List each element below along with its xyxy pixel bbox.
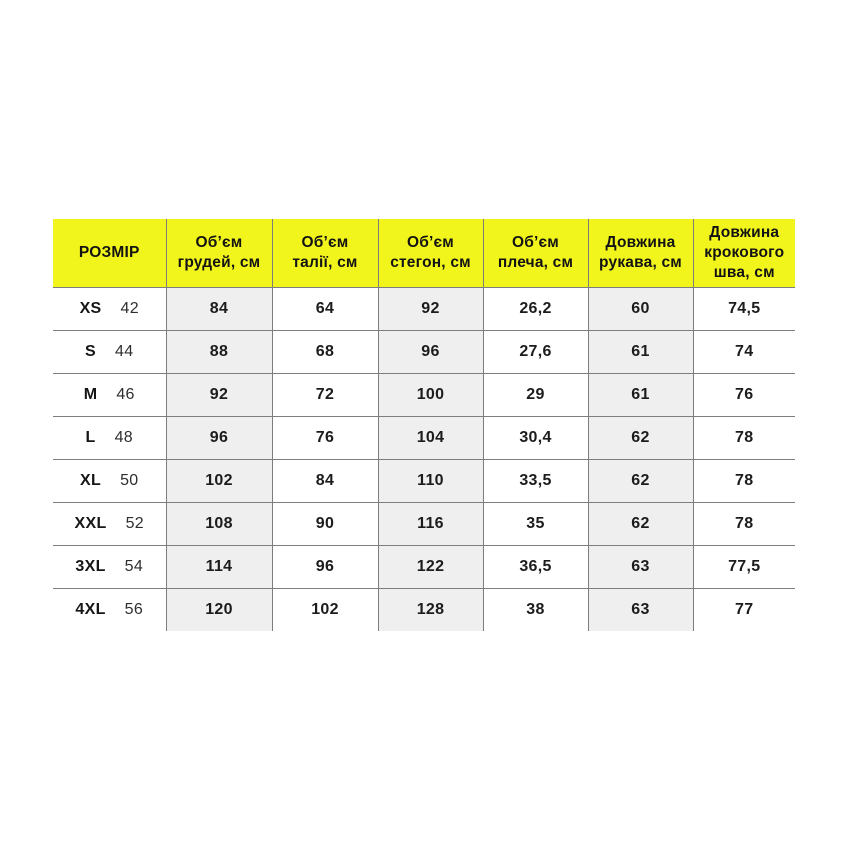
measurement-cell: 76 (271, 415, 379, 460)
column-header-shoulder: Об’єм плеча, см (482, 218, 589, 288)
measurement-cell: 61 (587, 372, 694, 417)
measurement-cell: 88 (165, 329, 273, 374)
measurement-cell: 33,5 (482, 458, 589, 503)
table-row: XXL 52 108 90 116 35 62 78 (52, 501, 796, 546)
size-label: XL (80, 471, 102, 489)
column-header-size: РОЗМІР (52, 218, 167, 288)
measurement-cell: 78 (692, 415, 796, 460)
size-label: L (85, 428, 96, 446)
column-header-inseam: Довжина крокового шва, см (692, 218, 796, 288)
table-row: XL 50 102 84 110 33,5 62 78 (52, 458, 796, 503)
size-number: 56 (124, 600, 144, 618)
measurement-cell: 116 (377, 501, 484, 546)
measurement-cell: 96 (165, 415, 273, 460)
measurement-cell: 92 (377, 286, 484, 331)
size-label: S (85, 342, 97, 360)
table-row: L 48 96 76 104 30,4 62 78 (52, 415, 796, 460)
measurement-cell: 110 (377, 458, 484, 503)
size-chart-container: РОЗМІР Об’єм грудей, см Об’єм талії, см … (52, 218, 796, 632)
measurement-cell: 78 (692, 458, 796, 503)
measurement-cell: 62 (587, 501, 694, 546)
measurement-cell: 90 (271, 501, 379, 546)
column-header-chest: Об’єм грудей, см (165, 218, 273, 288)
size-number: 48 (114, 428, 133, 446)
measurement-cell: 62 (587, 415, 694, 460)
column-header-waist: Об’єм талії, см (271, 218, 379, 288)
size-cell: XS 42 (52, 286, 167, 331)
measurement-cell: 92 (165, 372, 273, 417)
measurement-cell: 60 (587, 286, 694, 331)
measurement-cell: 102 (271, 587, 379, 632)
size-label: 4XL (75, 600, 106, 618)
size-label: XS (79, 299, 102, 317)
table-row: M 46 92 72 100 29 61 76 (52, 372, 796, 417)
measurement-cell: 74 (692, 329, 796, 374)
table-row: S 44 88 68 96 27,6 61 74 (52, 329, 796, 374)
measurement-cell: 108 (165, 501, 273, 546)
column-header-hips: Об’єм стегон, см (377, 218, 484, 288)
measurement-cell: 77,5 (692, 544, 796, 589)
size-number: 42 (120, 299, 139, 317)
measurement-cell: 30,4 (482, 415, 589, 460)
measurement-cell: 36,5 (482, 544, 589, 589)
measurement-cell: 104 (377, 415, 484, 460)
measurement-cell: 100 (377, 372, 484, 417)
measurement-cell: 68 (271, 329, 379, 374)
size-cell: 3XL 54 (52, 544, 167, 589)
measurement-cell: 27,6 (482, 329, 589, 374)
size-cell: XXL 52 (52, 501, 167, 546)
measurement-cell: 63 (587, 587, 694, 632)
measurement-cell: 72 (271, 372, 379, 417)
size-label: M (83, 385, 98, 403)
measurement-cell: 96 (377, 329, 484, 374)
table-row: 3XL 54 114 96 122 36,5 63 77,5 (52, 544, 796, 589)
measurement-cell: 64 (271, 286, 379, 331)
size-number: 46 (116, 385, 135, 403)
size-number: 54 (124, 557, 144, 575)
measurement-cell: 96 (271, 544, 379, 589)
measurement-cell: 26,2 (482, 286, 589, 331)
measurement-cell: 122 (377, 544, 484, 589)
measurement-cell: 77 (692, 587, 796, 632)
measurement-cell: 84 (271, 458, 379, 503)
measurement-cell: 29 (482, 372, 589, 417)
measurement-cell: 61 (587, 329, 694, 374)
table-header: РОЗМІР Об’єм грудей, см Об’єм талії, см … (52, 218, 796, 288)
size-cell: 4XL 56 (52, 587, 167, 632)
size-number: 52 (125, 514, 144, 532)
size-cell: XL 50 (52, 458, 167, 503)
measurement-cell: 38 (482, 587, 589, 632)
measurement-cell: 78 (692, 501, 796, 546)
measurement-cell: 84 (165, 286, 273, 331)
size-cell: L 48 (52, 415, 167, 460)
size-label: 3XL (75, 557, 106, 575)
size-cell: S 44 (52, 329, 167, 374)
measurement-cell: 128 (377, 587, 484, 632)
table-row: XS 42 84 64 92 26,2 60 74,5 (52, 286, 796, 331)
size-number: 50 (120, 471, 139, 489)
measurement-cell: 63 (587, 544, 694, 589)
measurement-cell: 74,5 (692, 286, 796, 331)
size-cell: M 46 (52, 372, 167, 417)
size-label: XXL (74, 514, 107, 532)
size-chart-table: РОЗМІР Об’єм грудей, см Об’єм талії, см … (52, 218, 796, 632)
table-row: 4XL 56 120 102 128 38 63 77 (52, 587, 796, 632)
header-row: РОЗМІР Об’єм грудей, см Об’єм талії, см … (52, 218, 796, 288)
column-header-sleeve: Довжина рукава, см (587, 218, 694, 288)
measurement-cell: 76 (692, 372, 796, 417)
size-number: 44 (115, 342, 134, 360)
measurement-cell: 120 (165, 587, 273, 632)
size-table-body: XS 42 84 64 92 26,2 60 74,5 S 44 88 68 96 27,6 61 74 M 46… (52, 286, 796, 632)
measurement-cell: 102 (165, 458, 273, 503)
measurement-cell: 114 (165, 544, 273, 589)
measurement-cell: 35 (482, 501, 589, 546)
measurement-cell: 62 (587, 458, 694, 503)
